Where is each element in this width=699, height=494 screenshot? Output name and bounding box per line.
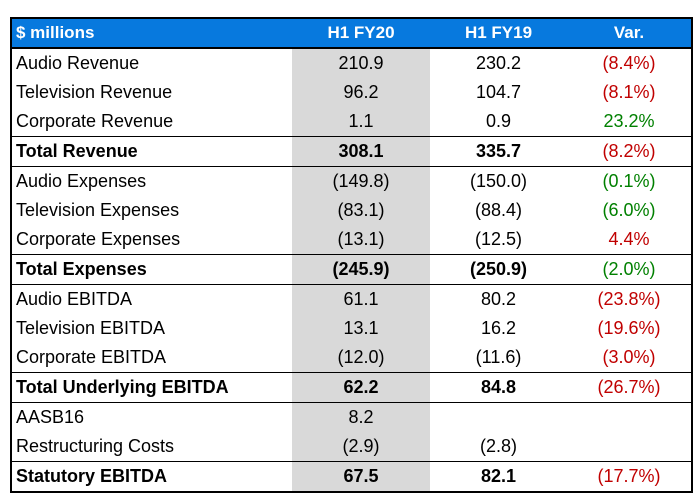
fy20-value-cell: (12.0) <box>292 343 430 373</box>
column-header-var: Var. <box>567 18 692 49</box>
table-row-total: Total Underlying EBITDA 62.2 84.8 (26.7%) <box>11 372 692 403</box>
row-label-cell: Total Underlying EBITDA <box>11 372 292 403</box>
var-value-cell: (23.8%) <box>597 289 661 309</box>
var-value-cell: (17.7%) <box>567 461 692 493</box>
table-row: Television Revenue 96.2 104.7 (8.1%) <box>11 78 692 107</box>
var-value-cell: (2.0%) <box>567 254 692 285</box>
row-label-cell: Corporate Expenses <box>16 229 181 249</box>
fy19-value-cell: 80.2 <box>480 289 517 309</box>
var-value-cell: (6.0%) <box>602 200 656 220</box>
var-value-cell <box>567 403 692 433</box>
fy19-value-cell <box>430 403 567 433</box>
fy20-value-cell: 210.9 <box>292 48 430 78</box>
var-value-cell: (0.1%) <box>602 171 656 191</box>
fy19-value-cell: 335.7 <box>430 136 567 167</box>
row-label-cell: Corporate Revenue <box>16 111 174 131</box>
row-label-cell: AASB16 <box>16 407 85 427</box>
fy19-value-cell: 230.2 <box>475 53 522 73</box>
fy19-value-cell: 82.1 <box>430 461 567 493</box>
column-header-metric: $ millions <box>11 18 292 49</box>
var-value-cell: 4.4% <box>608 229 650 249</box>
fy20-value-cell: (2.9) <box>292 432 430 462</box>
row-label-cell: Total Revenue <box>11 136 292 167</box>
table-row: Audio Revenue 210.9 230.2 (8.4%) <box>11 48 692 78</box>
table-row-total: Total Expenses (245.9) (250.9) (2.0%) <box>11 254 692 285</box>
table-row-total: Statutory EBITDA 67.5 82.1 (17.7%) <box>11 461 692 493</box>
fy19-value-cell: 104.7 <box>475 82 522 102</box>
var-value-cell: (8.2%) <box>567 136 692 167</box>
row-label-cell: Total Expenses <box>11 254 292 285</box>
fy20-value-cell: 13.1 <box>292 314 430 343</box>
table-header-row: $ millions H1 FY20 H1 FY19 Var. <box>11 18 692 49</box>
var-value-cell: (8.4%) <box>602 53 656 73</box>
fy20-value-cell: (149.8) <box>292 166 430 196</box>
row-label-cell: Corporate EBITDA <box>16 347 167 367</box>
fy20-value-cell: 62.2 <box>292 372 430 403</box>
row-label-cell: Television Expenses <box>16 200 180 220</box>
fy19-value-cell: (2.8) <box>479 436 517 456</box>
row-label-cell: Audio EBITDA <box>16 289 133 309</box>
table-body: Audio Revenue 210.9 230.2 (8.4%) Television … <box>11 48 692 493</box>
var-value-cell: (19.6%) <box>597 318 661 338</box>
var-value-cell <box>567 432 692 462</box>
fy19-value-cell: 0.9 <box>485 111 512 131</box>
table-row: Corporate Expenses (13.1) (12.5) 4.4% <box>11 225 692 255</box>
var-value-cell: (26.7%) <box>567 372 692 403</box>
fy19-value-cell: (12.5) <box>474 229 523 249</box>
table-row: Corporate EBITDA (12.0) (11.6) (3.0%) <box>11 343 692 373</box>
table-row-total: Total Revenue 308.1 335.7 (8.2%) <box>11 136 692 167</box>
column-header-h1-fy19: H1 FY19 <box>430 18 567 49</box>
fy19-value-cell: (11.6) <box>475 347 522 367</box>
row-label-cell: Restructuring Costs <box>16 436 175 456</box>
fy20-value-cell: (13.1) <box>292 225 430 255</box>
table-row: Audio Expenses (149.8) (150.0) (0.1%) <box>11 166 692 196</box>
row-label-cell: Television Revenue <box>16 82 173 102</box>
fy20-value-cell: 61.1 <box>292 284 430 314</box>
fy20-value-cell: (245.9) <box>292 254 430 285</box>
table-row: Television Expenses (83.1) (88.4) (6.0%) <box>11 196 692 225</box>
row-label-cell: Statutory EBITDA <box>11 461 292 493</box>
fy19-value-cell: (150.0) <box>469 171 528 191</box>
table-row: Audio EBITDA 61.1 80.2 (23.8%) <box>11 284 692 314</box>
var-value-cell: (3.0%) <box>602 347 656 367</box>
table-row: Television EBITDA 13.1 16.2 (19.6%) <box>11 314 692 343</box>
table-row: Restructuring Costs (2.9) (2.8) <box>11 432 692 462</box>
row-label-cell: Television EBITDA <box>16 318 166 338</box>
var-value-cell: (8.1%) <box>602 82 656 102</box>
fy19-value-cell: (250.9) <box>430 254 567 285</box>
fy19-value-cell: 16.2 <box>480 318 517 338</box>
fy20-value-cell: 308.1 <box>292 136 430 167</box>
fy20-value-cell: 96.2 <box>292 78 430 107</box>
row-label-cell: Audio Revenue <box>16 53 140 73</box>
fy19-value-cell: (88.4) <box>474 200 523 220</box>
fy20-value-cell: 67.5 <box>292 461 430 493</box>
table-row: AASB16 8.2 <box>11 402 692 433</box>
financial-results-table: $ millions H1 FY20 H1 FY19 Var. Audio Re… <box>10 17 693 493</box>
var-value-cell: 23.2% <box>603 111 655 131</box>
column-header-h1-fy20: H1 FY20 <box>292 18 430 49</box>
table-row: Corporate Revenue 1.1 0.9 23.2% <box>11 107 692 137</box>
row-label-cell: Audio Expenses <box>16 171 147 191</box>
fy20-value-cell: (83.1) <box>292 196 430 225</box>
fy20-value-cell: 1.1 <box>292 107 430 137</box>
fy20-value-cell: 8.2 <box>292 402 430 432</box>
fy19-value-cell: 84.8 <box>430 372 567 403</box>
